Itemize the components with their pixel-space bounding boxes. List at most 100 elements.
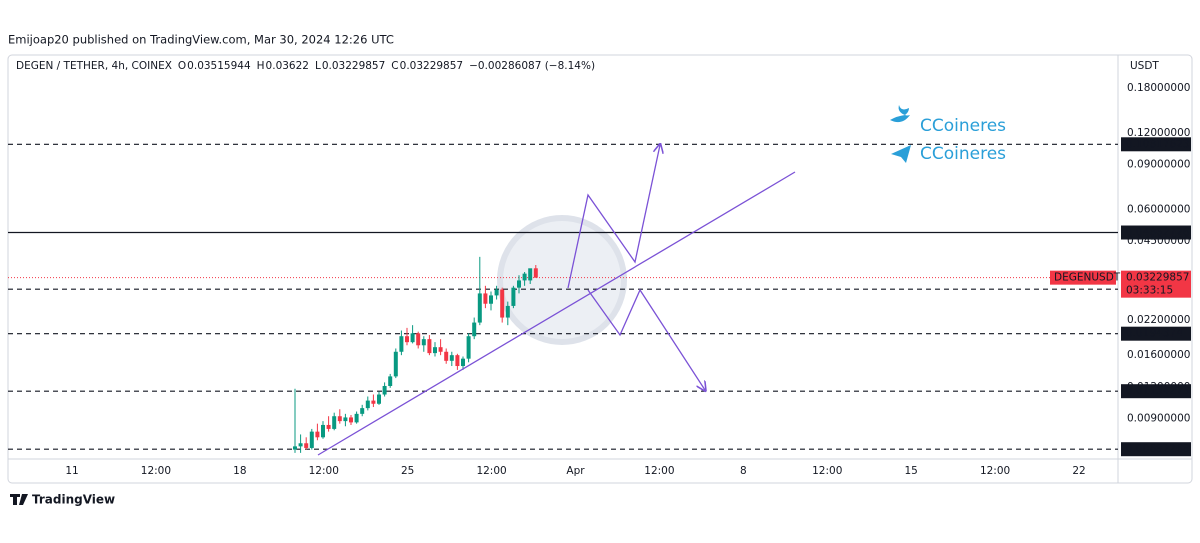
x-tick-label: 12:00 [812,465,842,477]
legend-key: C [391,60,398,72]
x-tick-label: 18 [233,465,246,477]
level-label-bg [1121,225,1191,240]
candle-body [427,339,432,354]
candle-body [343,417,348,422]
bullish-path [567,145,660,289]
trend-line [317,171,796,456]
candle-body [360,408,365,414]
x-tick-label: 11 [65,465,78,477]
candle-body [500,289,505,318]
y-tick-label: 0.02200000 [1127,314,1190,326]
candle-body [511,287,516,306]
chart-frame [7,54,1193,484]
y-tick-label: 0.12000000 [1127,127,1190,139]
candle-body [494,289,499,296]
candle-body [489,295,493,304]
currency: USDT [1130,60,1159,72]
candle-body [461,358,465,367]
watermark-logo [497,215,627,345]
candle-body [449,355,454,361]
y-tick-label: 0.04500000 [1127,235,1190,247]
level-label: 0.10817623 [1126,138,1189,150]
x-tick-label: 12:00 [980,465,1010,477]
candle-body [382,385,387,395]
x-tick-label: 12:00 [309,465,339,477]
candle-body [472,322,477,337]
candle-body [377,394,381,404]
level-label: 0.00682268 [1126,443,1189,455]
candle-body [309,431,314,448]
candle-body [405,336,409,343]
candle-body [354,413,359,423]
candle-body [321,424,325,438]
y-tick-label: 0.00900000 [1127,413,1190,425]
legend-key: H [257,60,265,72]
candle-body [505,305,510,318]
level-label-bg [1121,384,1191,399]
candle-body [416,333,421,346]
candle-body [444,351,449,361]
countdown: 03:33:15 [1126,285,1173,297]
candle-body [349,417,353,423]
last-price-bg [1121,270,1191,298]
legend-change-value: −0.00286087 (−8.14%) [469,60,595,72]
legend-value: 0.03515944 [187,60,251,72]
legend-value: 0.03229857 [322,60,385,72]
candle-body [371,400,376,404]
x-tick-label: 25 [401,465,414,477]
twitter-icon [890,105,910,123]
candle-body [466,336,471,359]
candle-body [293,446,297,450]
x-tick-label: 12:00 [644,465,674,477]
legend-key: O [178,60,186,72]
legend-title-value: DEGEN / TETHER, 4h, COINEX [16,60,172,72]
level-label: 0.01154273 [1126,385,1189,397]
x-tick-label: 12:00 [141,465,171,477]
y-tick-label: 0.18000000 [1127,82,1190,94]
x-tick-label: Apr [566,465,585,477]
candle-body [455,355,460,367]
legend-key: L [315,60,321,72]
legend-value: 0.03622 [266,60,309,72]
y-tick-label: 0.01600000 [1127,349,1190,361]
candle-body [421,339,426,346]
candle-body [477,293,482,323]
candle-body [365,400,370,409]
twitter-handle: CCoineres [920,116,1006,136]
candle-body [399,336,404,352]
tv-logo [10,494,28,505]
publish-info: Emijoap20 published on TradingView.com, … [8,33,394,47]
legend-value: 0.03229857 [400,60,463,72]
candle-body [438,347,443,352]
level-label-bg [1121,442,1191,457]
candle-body [528,268,533,281]
x-tick-label: 12:00 [476,465,506,477]
candle-body [337,416,342,422]
candle-body [332,416,337,429]
telegram-icon [891,145,911,163]
candle-body [517,280,521,288]
price-labels: 0.108176230.048627260.029094390.01943740… [1050,137,1191,457]
level-label: 0.04862726 [1126,227,1190,239]
footer-brand: TradingView [32,493,115,507]
candle-body [326,424,331,429]
x-tick-label: 8 [740,465,747,477]
candle-body [388,376,393,386]
last-price-label: 0.03229857 [1126,272,1189,284]
symbol-label: DEGENUSDT [1054,272,1121,284]
candle-body [483,293,488,304]
x-tick-label: 22 [1072,465,1085,477]
y-tick-label: 0.09000000 [1127,159,1190,171]
plot [8,143,1118,453]
candle-body [298,443,303,447]
candle-body [304,443,309,448]
candle-body [393,351,398,377]
y-tick-label: 0.01200000 [1127,381,1190,393]
symbol-label-bg [1050,270,1116,285]
y-tick-label: 0.06000000 [1127,203,1190,215]
telegram-handle: CCoineres [920,144,1006,164]
level-label-bg [1121,326,1191,341]
candle-body [315,431,320,438]
x-tick-label: 15 [904,465,917,477]
